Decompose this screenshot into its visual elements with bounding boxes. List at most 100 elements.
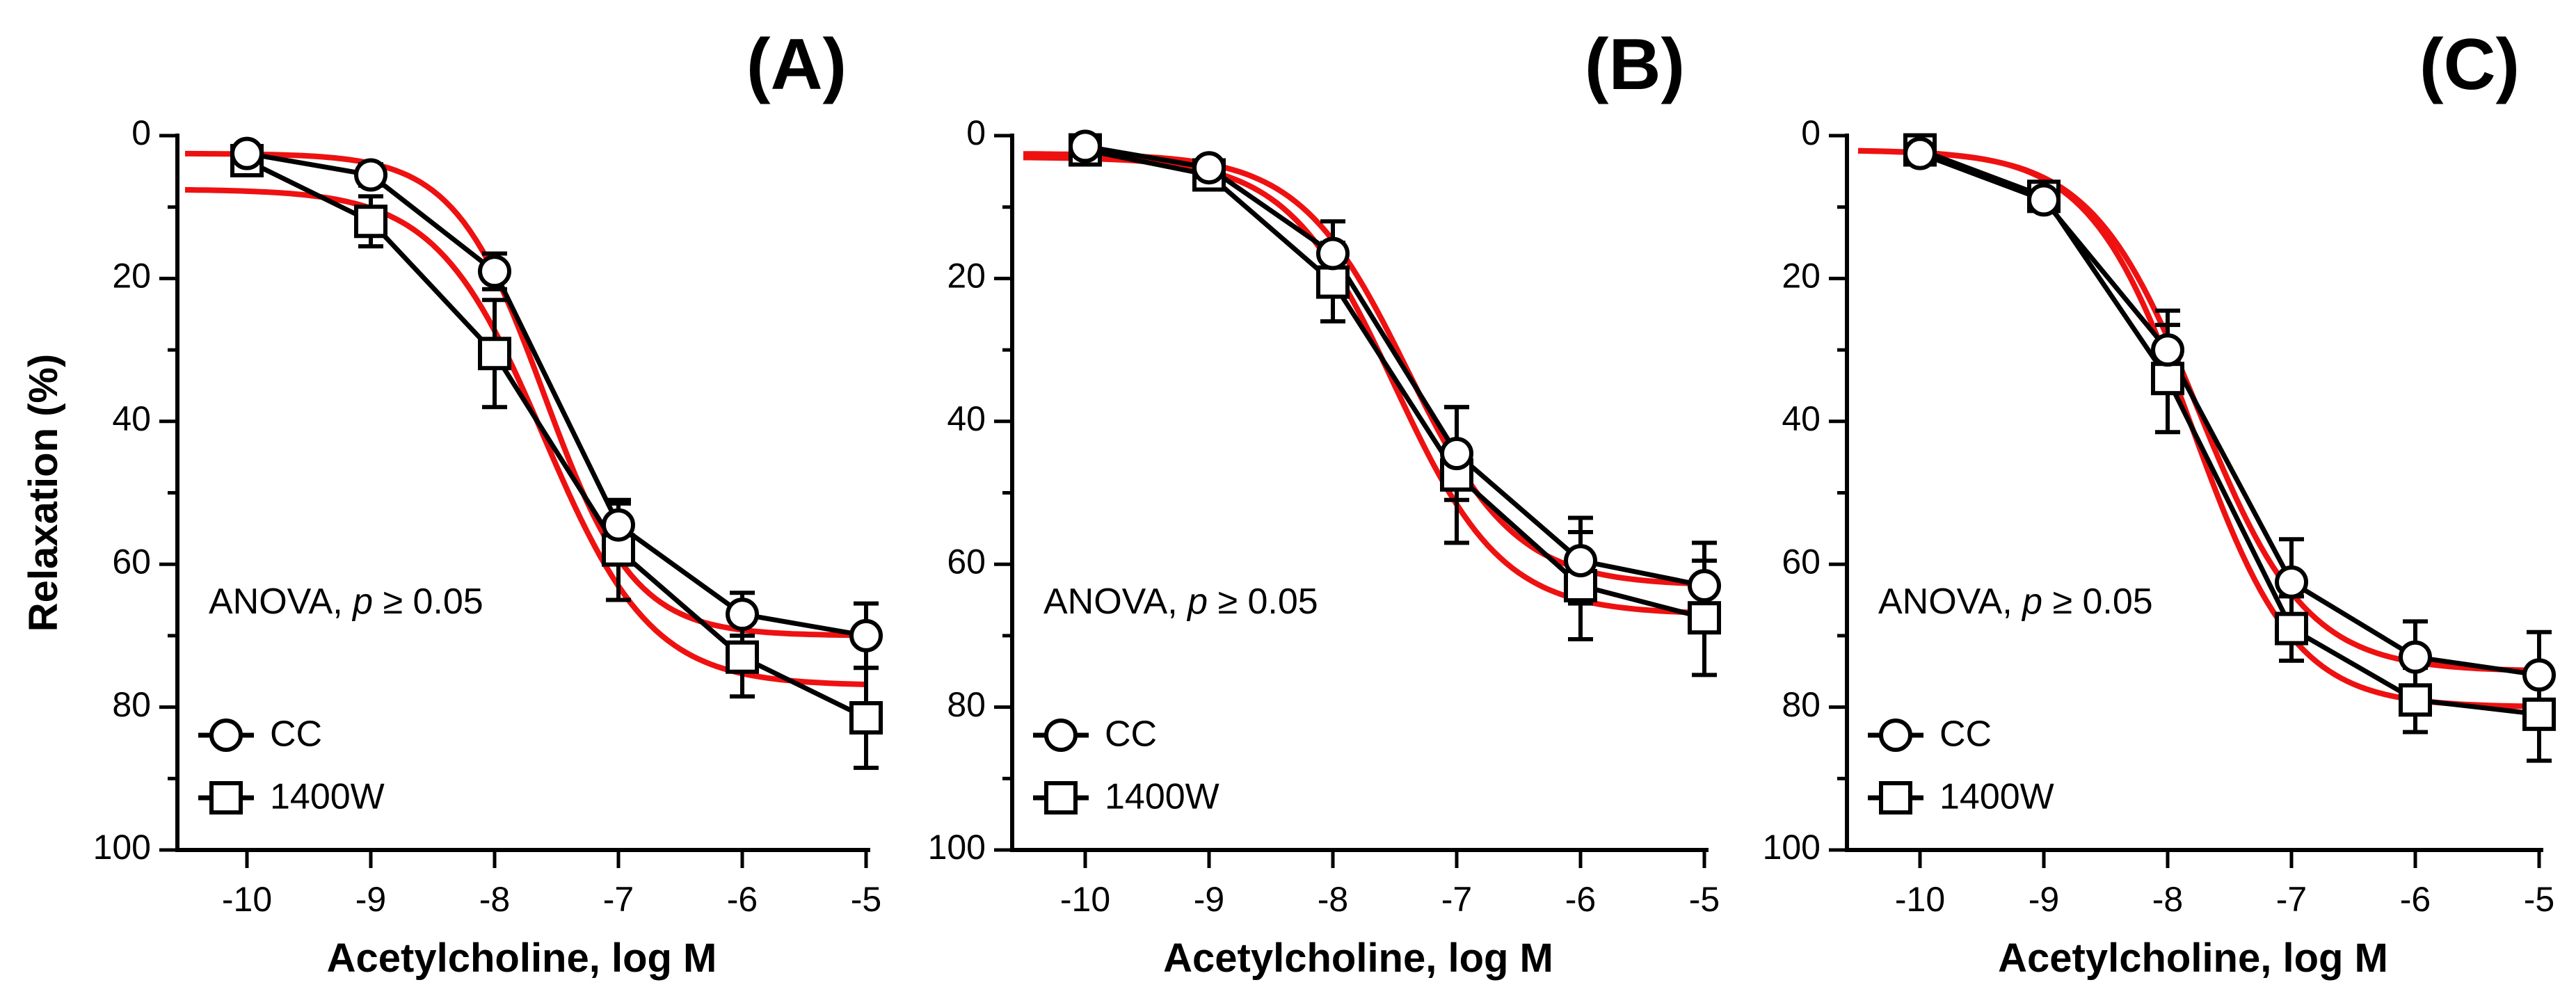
legend: CC 1400W [1868, 714, 2054, 817]
x-tick-label: -6 [1565, 880, 1596, 919]
fit-curve-1400w [184, 186, 867, 687]
series-line-1400w [1085, 147, 1705, 620]
x-tick-label: -8 [479, 880, 510, 919]
data-point-cc [726, 597, 759, 632]
x-tick-label: -7 [2276, 880, 2307, 919]
x-tick-label: -5 [2524, 880, 2554, 919]
y-tick-label: 100 [1763, 828, 1821, 867]
y-tick-label: 80 [947, 685, 986, 724]
series-line-cc [1085, 143, 1705, 588]
fit-curve-cc [185, 150, 867, 639]
x-tick-label: -7 [603, 880, 634, 919]
legend-label: CC [1105, 714, 1157, 755]
y-tick-label: 60 [947, 542, 986, 581]
anova-annotation: ANOVA, p ≥ 0.05 [209, 581, 483, 622]
annotation-suffix: ≥ 0.05 [2042, 581, 2153, 622]
x-tick-label: -7 [1441, 880, 1472, 919]
legend-label: 1400W [1939, 777, 2054, 817]
annotation-prefix: ANOVA, [209, 581, 353, 622]
annotation-p: p [2021, 581, 2042, 622]
x-tick-label: -9 [355, 880, 386, 919]
y-axis-title: Relaxation (%) [21, 354, 66, 632]
annotation-suffix: ≥ 0.05 [1208, 581, 1318, 622]
x-tick-label: -8 [2152, 880, 2183, 919]
x-axis-title: Acetylcholine, log M [1998, 936, 2388, 981]
fit-curve-1400w [1857, 147, 2540, 709]
data-point-1400w [2399, 683, 2432, 717]
x-axis-title: Acetylcholine, log M [327, 936, 717, 981]
data-point-cc [478, 255, 511, 289]
legend-marker-square [1044, 781, 1078, 815]
x-tick-label: -6 [727, 880, 758, 919]
x-axis-title: Acetylcholine, log M [1163, 936, 1553, 981]
x-tick-label: -5 [1689, 880, 1720, 919]
annotation-p: p [351, 581, 373, 622]
y-tick-label: 60 [112, 542, 151, 581]
x-tick-label: -6 [2400, 880, 2431, 919]
panel-label: (A) [746, 24, 847, 105]
data-point-1400w [849, 701, 883, 735]
annotation-suffix: ≥ 0.05 [373, 581, 483, 622]
panel-3: 0 20 40 60 80 100 -10 -9 -8 -7 -6 -5 Acetylcholine, … [1763, 24, 2556, 981]
y-tick-label: 100 [93, 828, 151, 867]
x-tick-label: -9 [1194, 880, 1224, 919]
data-point-1400w [478, 337, 511, 371]
panel-label: (B) [1585, 24, 1685, 105]
fit-curve-cc [1023, 151, 1705, 587]
legend-marker-circle [209, 719, 243, 752]
data-point-cc [1440, 437, 1473, 471]
data-point-cc [2027, 183, 2061, 217]
data-point-cc [2275, 565, 2308, 599]
data-point-cc [1903, 136, 1937, 170]
x-tick-label: -10 [1060, 880, 1110, 919]
x-tick-label: -5 [851, 880, 881, 919]
legend-label: CC [1939, 714, 1992, 755]
fit-curve-1400w [1023, 154, 1705, 616]
data-point-cc [354, 158, 387, 192]
series-line-cc [1919, 151, 2540, 677]
y-tick-label: 0 [131, 113, 151, 152]
x-tick-label: -10 [222, 880, 272, 919]
data-point-cc [2399, 640, 2432, 674]
data-point-1400w [354, 204, 387, 239]
data-point-cc [1316, 236, 1350, 271]
series-line-cc [246, 151, 867, 639]
series-line-1400w [246, 158, 867, 721]
data-point-cc [849, 618, 883, 652]
y-tick-label: 0 [1801, 113, 1821, 152]
y-tick-label: 40 [112, 399, 151, 438]
legend-marker-square [1879, 781, 1912, 815]
legend-label: 1400W [270, 777, 385, 817]
x-tick-label: -10 [1895, 880, 1945, 919]
data-point-cc [230, 136, 264, 170]
data-point-1400w [2522, 697, 2556, 731]
data-point-cc [2522, 658, 2556, 692]
data-point-cc [1192, 151, 1226, 185]
data-point-1400w [726, 640, 759, 674]
annotation-prefix: ANOVA, [1043, 581, 1187, 622]
anova-annotation: ANOVA, p ≥ 0.05 [1878, 581, 2153, 622]
series-line-1400w [1919, 147, 2540, 717]
annotation-p: p [1186, 581, 1208, 622]
data-point-cc [1069, 129, 1102, 163]
legend-marker-circle [1879, 719, 1912, 752]
data-point-1400w [2275, 611, 2308, 645]
panel-1: 0 20 40 60 80 100 -10 -9 -8 -7 -6 -5 Acetylcholine, … [21, 24, 883, 981]
data-point-cc [1688, 569, 1721, 603]
x-tick-label: -9 [2029, 880, 2059, 919]
x-tick-label: -8 [1318, 880, 1348, 919]
y-tick-label: 0 [966, 113, 986, 152]
data-point-cc [1564, 544, 1597, 578]
data-point-1400w [1316, 265, 1350, 299]
legend-marker-square [209, 781, 243, 815]
y-tick-label: 80 [1782, 685, 1821, 724]
legend-label: 1400W [1105, 777, 1219, 817]
data-point-cc [2151, 333, 2184, 367]
legend-label: CC [270, 714, 322, 755]
legend: CC 1400W [198, 714, 385, 817]
legend-marker-circle [1044, 719, 1078, 752]
y-tick-label: 20 [947, 257, 986, 296]
y-tick-label: 40 [947, 399, 986, 438]
y-tick-label: 100 [928, 828, 986, 867]
